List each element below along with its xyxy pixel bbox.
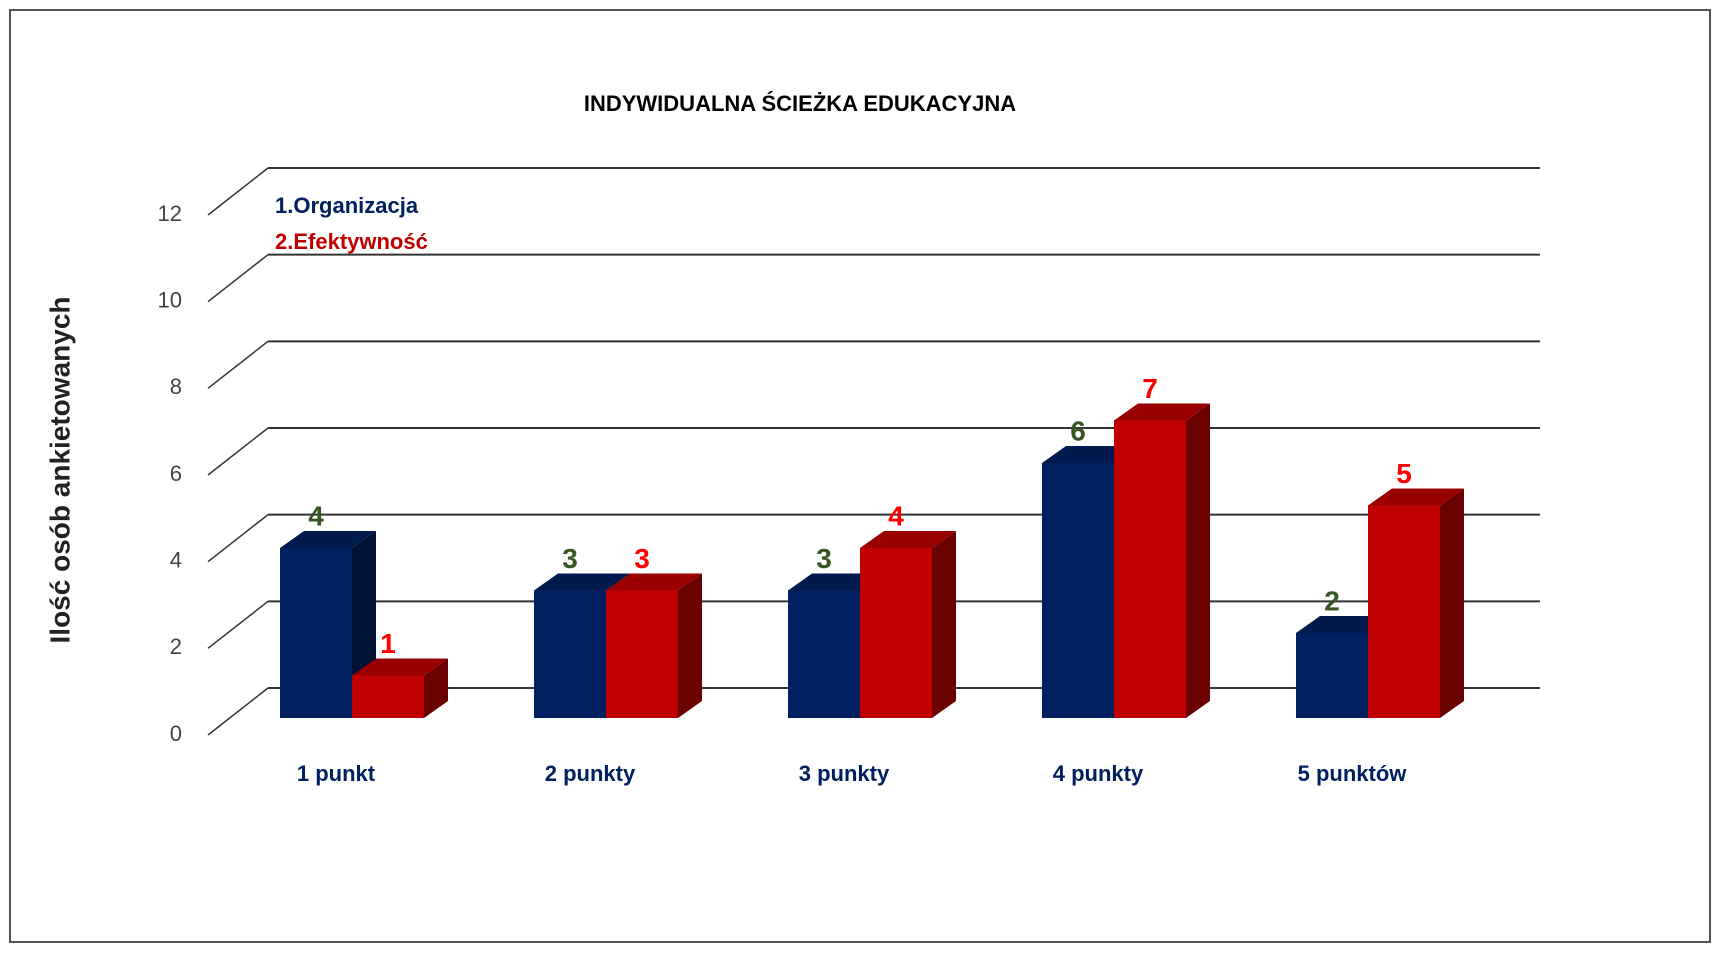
grid-line [207, 687, 269, 736]
x-tick-label: 4 punkty [1053, 761, 1144, 786]
grid-line [207, 427, 269, 476]
chart-title: INDYWIDUALNA ŚCIEŻKA EDUKACYJNA [584, 91, 1016, 116]
data-label: 4 [888, 500, 904, 531]
legend-label: 2.Efektywność [275, 229, 428, 254]
x-tick-label: 5 punktów [1298, 761, 1408, 786]
y-tick-label: 6 [170, 461, 182, 486]
bar-front [352, 675, 424, 718]
data-label: 6 [1070, 415, 1086, 446]
bar-front [1368, 505, 1440, 718]
y-tick-label: 0 [170, 721, 182, 746]
data-label: 4 [308, 500, 324, 531]
bar-side [678, 573, 702, 718]
data-label: 1 [380, 628, 396, 659]
bar-top [1368, 488, 1464, 506]
bar-top [534, 573, 630, 591]
bar-top [860, 531, 956, 548]
data-label: 2 [1324, 585, 1340, 616]
legend-label: 1.Organizacja [275, 193, 419, 218]
grid-line [207, 340, 269, 389]
data-label: 3 [816, 543, 832, 574]
bar-side [932, 531, 956, 718]
y-tick-label: 10 [158, 287, 182, 312]
bar-front [534, 590, 606, 718]
y-axis-label: Ilość osób ankietowanych [44, 297, 75, 644]
grid-line [207, 514, 269, 563]
bar-front [280, 548, 352, 718]
bar-top [352, 658, 448, 676]
bar-front [1114, 420, 1186, 718]
y-tick-label: 4 [170, 547, 182, 572]
chart-border [9, 9, 1711, 943]
bar-front [1042, 463, 1114, 718]
bar-front [860, 548, 932, 718]
y-tick-label: 12 [158, 201, 182, 226]
bar-top [606, 573, 702, 591]
bar-top [1114, 403, 1210, 421]
y-tick-label: 8 [170, 374, 182, 399]
grid-line [207, 600, 269, 649]
bar-front [1296, 633, 1368, 718]
bar-side [1440, 488, 1464, 718]
grid-line [207, 167, 269, 216]
x-tick-label: 1 punkt [297, 761, 376, 786]
y-tick-label: 2 [170, 634, 182, 659]
data-label: 5 [1396, 458, 1412, 489]
bar-side [1186, 403, 1210, 718]
x-tick-label: 2 punkty [545, 761, 636, 786]
bar-front [788, 590, 860, 718]
bar-top [280, 531, 376, 548]
grid-line [207, 254, 269, 303]
data-label: 3 [562, 543, 578, 574]
x-tick-label: 3 punkty [799, 761, 890, 786]
data-label: 3 [634, 543, 650, 574]
bar-side [424, 658, 448, 718]
bar-front [606, 590, 678, 718]
data-label: 7 [1142, 373, 1158, 404]
